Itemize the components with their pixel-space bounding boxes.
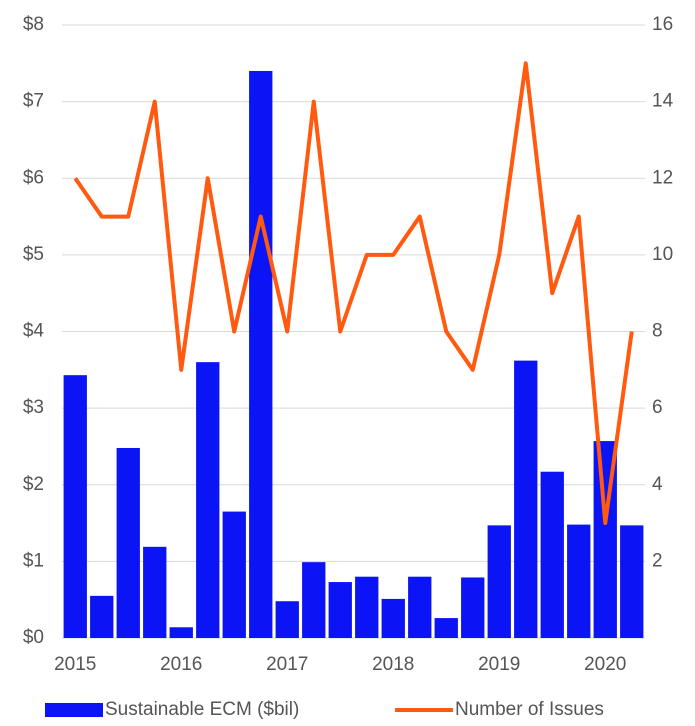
bar	[302, 562, 326, 638]
bar	[116, 447, 140, 638]
bar	[567, 524, 591, 638]
x-tick-label: 2016	[160, 654, 202, 675]
legend-label: Number of Issues	[455, 699, 604, 720]
bar	[249, 70, 273, 639]
bar	[408, 576, 432, 638]
bar	[540, 471, 564, 638]
bar	[434, 618, 458, 638]
legend-label: Sustainable ECM ($bil)	[105, 699, 299, 720]
y-tick-label: $4	[23, 321, 45, 342]
y-tick-label: $5	[23, 244, 44, 265]
y-tick-label: $7	[23, 91, 44, 112]
bar	[143, 546, 167, 638]
bar	[169, 627, 193, 638]
y-tick-label: $0	[23, 627, 44, 648]
line	[73, 61, 634, 526]
x-tick-label: 2015	[54, 654, 96, 675]
y-tick-label: $2	[23, 474, 44, 495]
bar	[381, 598, 405, 638]
bar	[355, 576, 379, 638]
x-tick-label: 2017	[266, 654, 308, 675]
bar	[275, 601, 299, 638]
y-tick-label: $1	[23, 550, 44, 571]
x-tick-label: 2018	[372, 654, 414, 675]
bar	[461, 577, 485, 638]
y-tick-label: $3	[23, 397, 44, 418]
y2-tick-label: 8	[652, 321, 663, 342]
y2-tick-label: 6	[652, 397, 663, 418]
bar	[222, 511, 246, 638]
bar	[514, 360, 538, 638]
y2-tick-label: 2	[652, 550, 663, 571]
y2-tick-label: 14	[652, 91, 674, 112]
bar	[328, 582, 352, 638]
y-tick-label: $6	[23, 167, 44, 188]
x-tick-label: 2019	[478, 654, 520, 675]
bar	[487, 525, 511, 638]
bar	[620, 525, 644, 638]
y2-tick-label: 10	[652, 244, 673, 265]
x-tick-label: 2020	[584, 654, 626, 675]
y-tick-label: $8	[23, 14, 44, 35]
bar	[90, 595, 114, 638]
y2-tick-label: 16	[652, 14, 673, 35]
legend-swatch	[45, 703, 103, 717]
bar	[63, 375, 87, 638]
bar	[196, 362, 220, 638]
y2-tick-label: 12	[652, 167, 673, 188]
y2-tick-label: 4	[652, 474, 663, 495]
